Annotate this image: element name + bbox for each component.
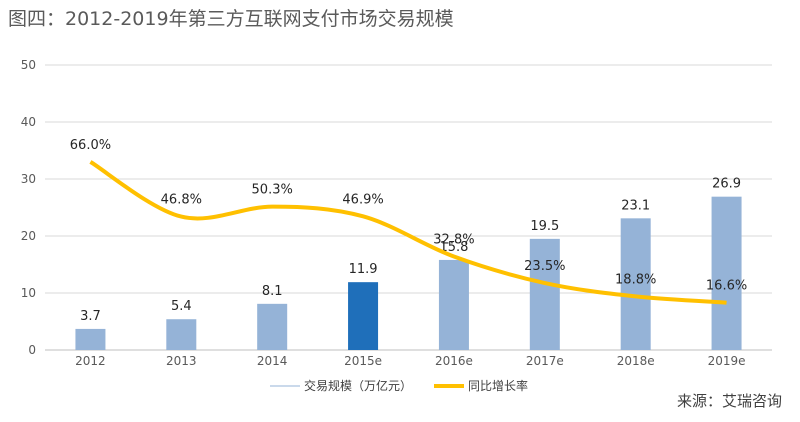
y-tick-label: 0 <box>28 343 36 357</box>
bar-2014 <box>257 303 288 350</box>
bar-value-label: 15.8 <box>439 240 468 255</box>
growth-rate-line <box>89 160 727 305</box>
rate-value-label: 46.9% <box>342 192 383 207</box>
rate-value-label: 18.8% <box>615 272 656 287</box>
y-tick-label: 50 <box>21 58 36 72</box>
rate-value-label: 32.8% <box>433 233 474 248</box>
rate-value-label: 23.5% <box>524 259 565 274</box>
rate-value-label: 16.6% <box>706 279 747 294</box>
y-tick-label: 40 <box>21 115 36 129</box>
y-tick-label: 30 <box>21 172 36 186</box>
rate-value-label: 46.8% <box>161 193 202 208</box>
x-tick-label: 2012 <box>75 354 106 368</box>
legend-label-line: 同比增长率 <box>468 378 528 393</box>
chart-title: 图四：2012-2019年第三方互联网支付市场交易规模 <box>8 8 454 30</box>
bar-2019e <box>711 196 742 350</box>
bar-value-label: 19.5 <box>530 219 559 234</box>
bar-value-label: 11.9 <box>349 262 378 277</box>
x-tick-label: 2019e <box>708 354 746 368</box>
bar-2012 <box>75 328 106 350</box>
bar-2018e <box>620 218 651 350</box>
legend: 交易规模（万亿元） 同比增长率 <box>270 378 528 393</box>
source-note: 来源：艾瑞咨询 <box>676 392 782 410</box>
bar-value-label: 23.1 <box>621 198 650 213</box>
bar-2015e <box>348 282 379 350</box>
bar-value-label: 26.9 <box>712 177 741 192</box>
x-tick-label: 2016e <box>435 354 473 368</box>
bar-2013 <box>166 319 197 350</box>
x-tick-label: 2015e <box>344 354 382 368</box>
bar-2017e <box>529 238 560 350</box>
y-tick-label: 20 <box>21 229 36 243</box>
y-tick-label: 10 <box>21 286 36 300</box>
x-tick-label: 2018e <box>617 354 655 368</box>
x-tick-label: 2013 <box>166 354 197 368</box>
rate-value-label: 66.0% <box>70 138 111 153</box>
bar-value-label: 8.1 <box>262 284 283 299</box>
bar-2016e <box>438 259 469 350</box>
rate-value-label: 50.3% <box>252 183 293 198</box>
x-tick-label: 2017e <box>526 354 564 368</box>
x-tick-label: 2014 <box>257 354 288 368</box>
bar-value-label: 3.7 <box>80 309 101 324</box>
bar-value-label: 5.4 <box>171 299 192 314</box>
legend-label-bar: 交易规模（万亿元） <box>304 378 412 393</box>
